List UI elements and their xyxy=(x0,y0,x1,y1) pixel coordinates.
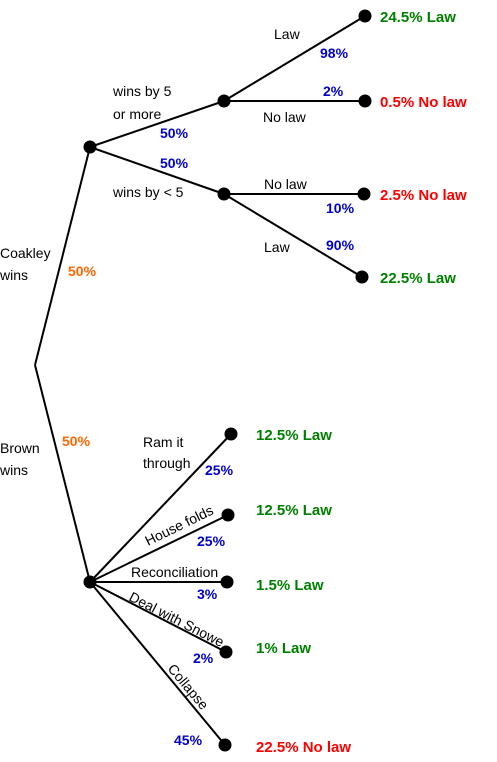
win5-law-probability: 98% xyxy=(320,45,349,61)
node-snowe xyxy=(219,645,233,659)
recon-label: Reconciliation xyxy=(131,564,218,580)
ram-label-2: through xyxy=(143,455,190,471)
coakley-probability: 50% xyxy=(68,263,97,279)
house-probability: 25% xyxy=(197,533,226,549)
node-winlt5-law xyxy=(355,270,369,284)
node-coakley xyxy=(83,140,97,154)
collapse-probability: 45% xyxy=(174,732,203,748)
snowe-probability: 2% xyxy=(193,650,214,666)
brown-probability: 50% xyxy=(62,433,91,449)
win5-label-2: or more xyxy=(113,106,161,122)
win5-probability: 50% xyxy=(160,125,189,141)
win5-nolaw-probability: 2% xyxy=(323,83,344,99)
edge-coakley-winlt5 xyxy=(89,146,225,195)
edge-win5-law xyxy=(223,15,366,102)
edge-brown-ram xyxy=(89,433,232,583)
node-winlt5 xyxy=(217,187,231,201)
win5-label-1: wins by 5 xyxy=(112,83,172,99)
edge-winlt5-law xyxy=(223,193,363,278)
edge-brown-house xyxy=(89,514,229,583)
ram-label-1: Ram it xyxy=(143,434,184,450)
tree-edges xyxy=(34,15,366,746)
winlt5-nolaw-outcome: 2.5% No law xyxy=(380,187,467,204)
win5-law-label: Law xyxy=(274,26,301,42)
node-win5 xyxy=(217,94,231,108)
winlt5-nolaw-label: No law xyxy=(264,176,308,192)
coakley-label-1: Coakley xyxy=(0,245,51,261)
brown-label-1: Brown xyxy=(0,440,40,456)
winlt5-label: wins by < 5 xyxy=(112,184,184,200)
winlt5-probability: 50% xyxy=(160,155,189,171)
winlt5-law-outcome: 22.5% Law xyxy=(380,270,456,287)
ram-probability: 25% xyxy=(205,462,234,478)
recon-outcome: 1.5% Law xyxy=(256,577,324,594)
snowe-outcome: 1% Law xyxy=(256,640,311,657)
coakley-label-2: wins xyxy=(0,267,28,283)
win5-nolaw-label: No law xyxy=(263,109,307,125)
winlt5-law-probability: 90% xyxy=(326,237,355,253)
recon-probability: 3% xyxy=(197,586,218,602)
node-winlt5-nolaw xyxy=(357,187,371,201)
house-outcome: 12.5% Law xyxy=(256,502,332,519)
edge-coakley-win5 xyxy=(89,100,225,148)
brown-label-2: wins xyxy=(0,462,28,478)
win5-nolaw-outcome: 0.5% No law xyxy=(380,94,467,111)
winlt5-law-label: Law xyxy=(264,239,291,255)
node-collapse xyxy=(218,738,232,752)
collapse-label: Collapse xyxy=(165,661,212,713)
node-house xyxy=(221,508,235,522)
node-win5-law xyxy=(358,9,372,23)
ram-outcome: 12.5% Law xyxy=(256,427,332,444)
edge-root-brown xyxy=(34,364,91,583)
node-ram xyxy=(224,427,238,441)
node-recon xyxy=(220,575,234,589)
collapse-outcome: 22.5% No law xyxy=(256,739,351,756)
edge-brown-collapse xyxy=(89,581,226,746)
edge-root-coakley xyxy=(34,146,91,366)
tree-nodes xyxy=(83,9,372,752)
winlt5-nolaw-probability: 10% xyxy=(326,200,355,216)
win5-law-outcome: 24.5% Law xyxy=(380,9,456,26)
edge-brown-snowe xyxy=(89,581,227,653)
node-win5-nolaw xyxy=(358,94,372,108)
node-brown xyxy=(83,575,97,589)
